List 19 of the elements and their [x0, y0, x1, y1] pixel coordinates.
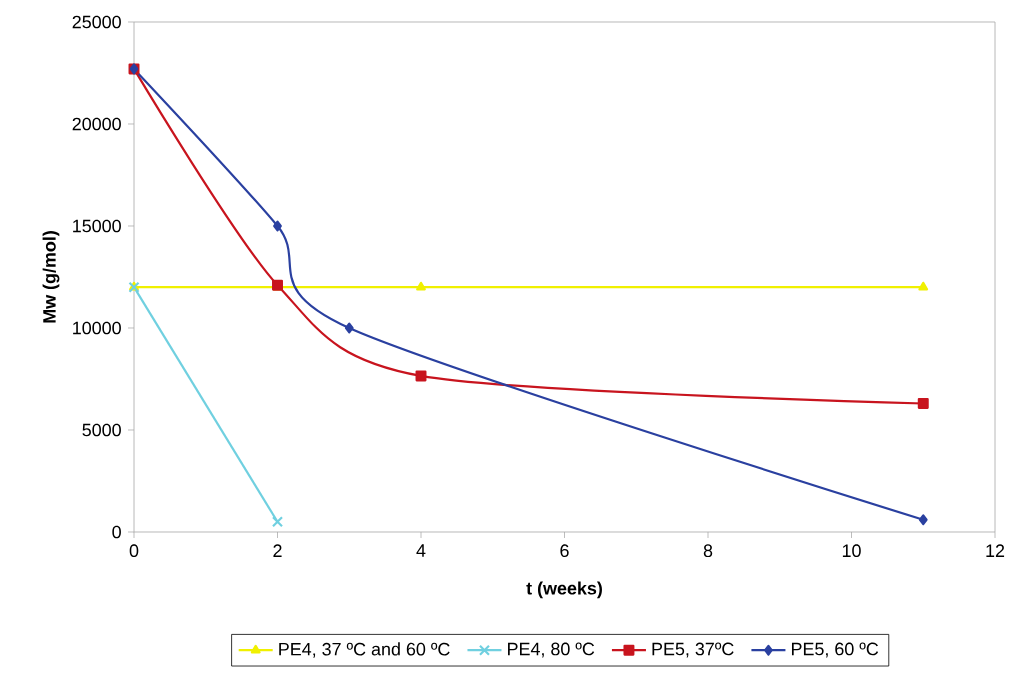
legend-label: PE4, 80 ºC: [508, 642, 595, 658]
y-tick-label: 10000: [73, 321, 121, 335]
y-tick-label: 25000: [72, 15, 121, 29]
legend-label: PE5, 37ºC: [652, 642, 734, 658]
y-axis-title: Mw (g/mol): [42, 231, 60, 323]
legend-label: PE5, 60 ºC: [791, 642, 879, 658]
x-tick-label: 10: [842, 544, 861, 558]
y-tick-label: 0: [112, 525, 121, 539]
x-tick-label: 2: [273, 544, 282, 557]
y-tick-label: 15000: [73, 219, 121, 233]
x-tick-label: 6: [560, 544, 569, 558]
x-tick-label: 0: [129, 544, 139, 558]
x-axis-title: t (weeks): [526, 581, 602, 599]
x-tick-label: 8: [703, 544, 713, 558]
legend-label: PE4, 37 ºC and 60 ºC: [279, 642, 450, 658]
y-tick-label: 20000: [72, 117, 121, 131]
y-tick-label: 5000: [82, 423, 121, 437]
x-tick-label: 12: [986, 544, 1005, 557]
x-tick-label: 4: [416, 544, 426, 557]
